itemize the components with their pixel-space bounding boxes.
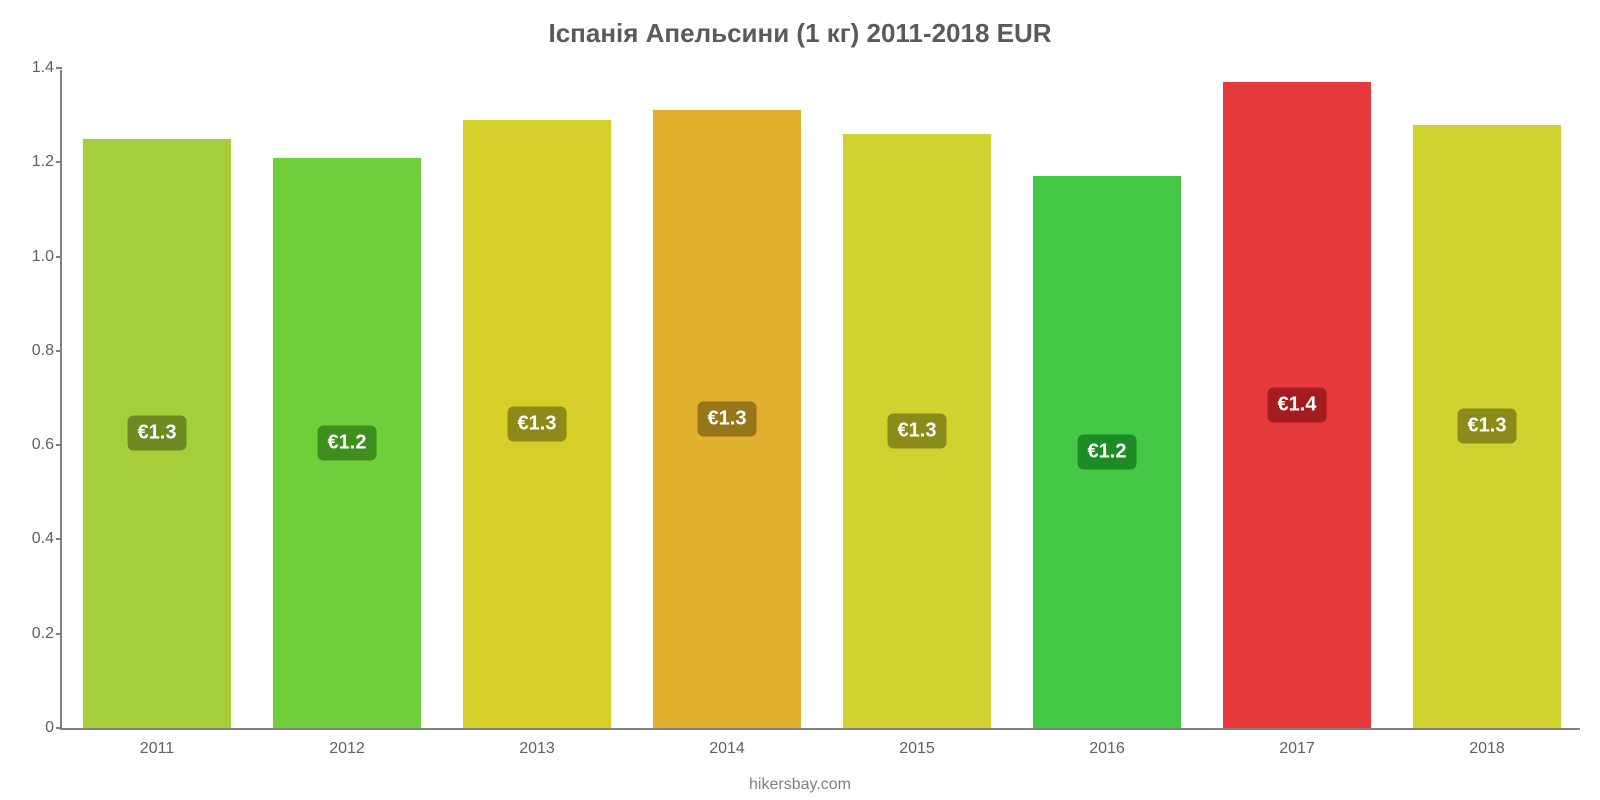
y-tick-label: 1.4: [14, 59, 54, 77]
bar-value-label: €1.3: [888, 414, 947, 449]
bar: €1.3: [1413, 125, 1561, 728]
y-tick-mark: [56, 538, 62, 540]
y-tick-label: 0.8: [14, 342, 54, 360]
x-tick-label: 2014: [709, 740, 745, 758]
bar-value-label: €1.3: [128, 416, 187, 451]
plot-area: 00.20.40.60.81.01.21.42011€1.32012€1.220…: [60, 70, 1580, 730]
bar: €1.3: [653, 110, 801, 728]
y-tick-mark: [56, 161, 62, 163]
bar: €1.3: [83, 139, 231, 728]
y-tick-label: 0: [14, 719, 54, 737]
bar: €1.3: [843, 134, 991, 728]
x-tick-label: 2016: [1089, 740, 1125, 758]
y-tick-label: 1.0: [14, 248, 54, 266]
bar-value-label: €1.2: [1078, 435, 1137, 470]
y-tick-label: 0.6: [14, 436, 54, 454]
x-tick-label: 2011: [140, 740, 174, 758]
y-tick-mark: [56, 727, 62, 729]
x-tick-label: 2015: [899, 740, 935, 758]
bar: €1.3: [463, 120, 611, 728]
y-tick-label: 1.2: [14, 153, 54, 171]
bar: €1.2: [1033, 176, 1181, 728]
bar: €1.2: [273, 158, 421, 728]
x-tick-label: 2018: [1469, 740, 1505, 758]
y-tick-mark: [56, 350, 62, 352]
bar-value-label: €1.3: [508, 406, 567, 441]
y-tick-mark: [56, 444, 62, 446]
y-tick-mark: [56, 67, 62, 69]
x-tick-label: 2012: [329, 740, 365, 758]
bar-value-label: €1.3: [698, 402, 757, 437]
bar-value-label: €1.2: [318, 425, 377, 460]
y-tick-mark: [56, 633, 62, 635]
y-tick-label: 0.4: [14, 530, 54, 548]
attribution-text: hikersbay.com: [0, 776, 1600, 794]
y-tick-mark: [56, 256, 62, 258]
bar: €1.4: [1223, 82, 1371, 728]
bar-value-label: €1.3: [1458, 409, 1517, 444]
bar-chart: Іспанія Апельсини (1 кг) 2011-2018 EUR 0…: [0, 0, 1600, 800]
chart-title: Іспанія Апельсини (1 кг) 2011-2018 EUR: [0, 18, 1600, 49]
bar-value-label: €1.4: [1268, 388, 1327, 423]
x-tick-label: 2013: [519, 740, 555, 758]
y-tick-label: 0.2: [14, 625, 54, 643]
x-tick-label: 2017: [1279, 740, 1315, 758]
